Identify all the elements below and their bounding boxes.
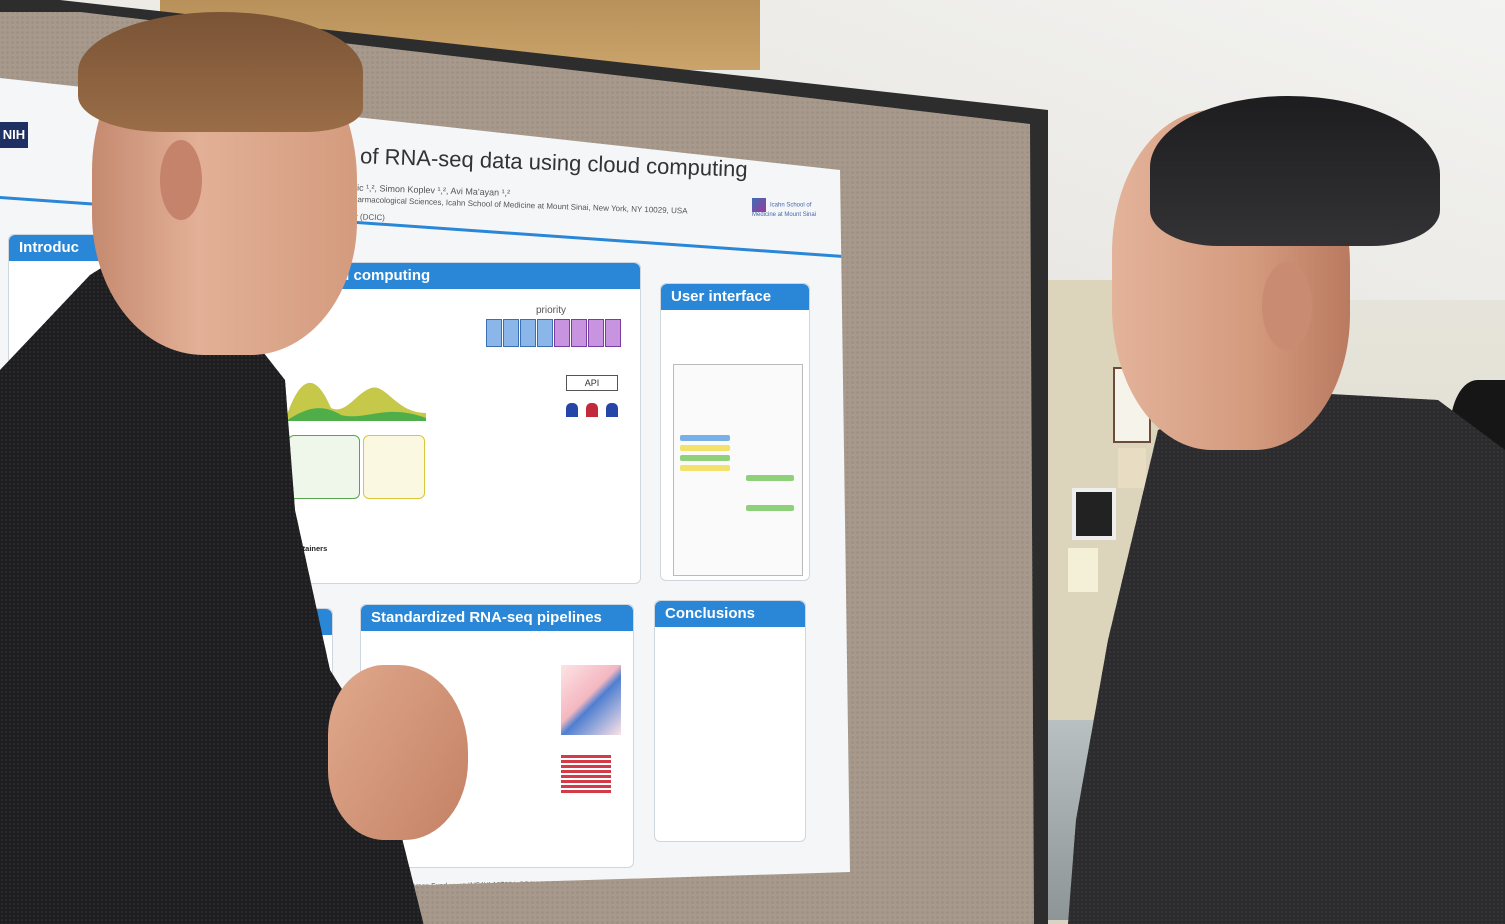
panel-introduction-header: Introduc <box>9 235 109 261</box>
ui-screenshot <box>673 364 803 576</box>
presenter-hair <box>78 12 363 132</box>
wall-paper <box>1068 548 1098 592</box>
local-cluster-diagram <box>288 435 360 499</box>
listener-hair <box>1150 96 1440 246</box>
listener-ear <box>1262 262 1312 350</box>
usage-chart <box>286 382 426 421</box>
panel-user-interface: User interface <box>660 283 810 581</box>
nih-logo: NIH <box>0 122 28 148</box>
presenter-hand <box>328 665 468 840</box>
listener-shirt <box>1068 390 1505 924</box>
panel-conclusions-header: Conclusions <box>655 601 805 627</box>
cloud-cluster-diagram <box>363 435 425 499</box>
pipeline-heatmap <box>561 665 621 735</box>
pipeline-red-bars <box>561 755 611 795</box>
queue-boxes <box>486 319 621 349</box>
panel-conclusions: Conclusions <box>654 600 806 842</box>
wall-notice <box>1118 448 1146 488</box>
presenter-ear <box>160 140 202 220</box>
panel-pipelines-header: Standardized RNA-seq pipelines <box>361 605 633 631</box>
mount-sinai-logo: Icahn School of Medicine at Mount Sinai <box>752 198 822 222</box>
priority-label: priority <box>536 305 567 316</box>
api-box: API <box>566 375 618 391</box>
thermostat <box>1072 488 1116 540</box>
panel-user-interface-header: User interface <box>661 284 809 310</box>
